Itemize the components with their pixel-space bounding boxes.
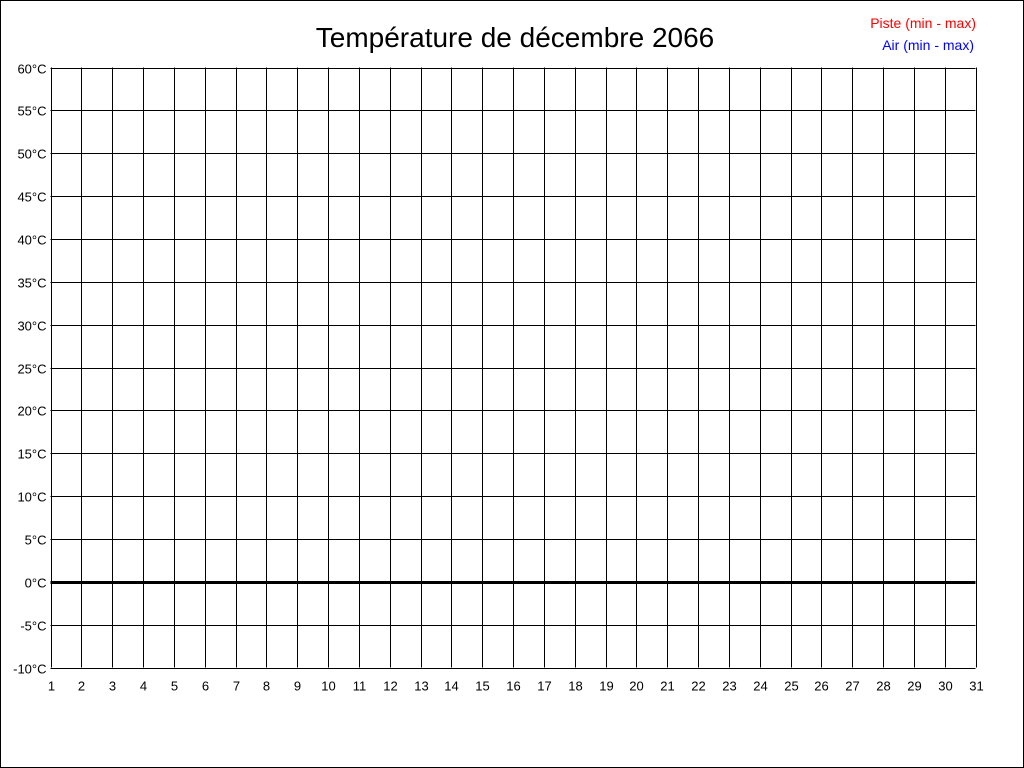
x-tick-label: 21 xyxy=(660,679,674,694)
x-tick-label: 6 xyxy=(202,679,209,694)
x-tick-label: 8 xyxy=(263,679,270,694)
y-tick-label: -5°C xyxy=(20,619,46,634)
x-tick-label: 25 xyxy=(784,679,798,694)
x-tick-label: 18 xyxy=(568,679,582,694)
x-tick-label: 16 xyxy=(506,679,520,694)
y-tick-label: 15°C xyxy=(17,447,46,462)
x-tick-label: 9 xyxy=(294,679,301,694)
x-tick-label: 19 xyxy=(599,679,613,694)
x-tick-label: 31 xyxy=(969,679,983,694)
x-tick-label: 14 xyxy=(444,679,458,694)
y-tick-label: 55°C xyxy=(17,104,46,119)
x-tick-label: 3 xyxy=(109,679,116,694)
y-tick-label: 45°C xyxy=(17,190,46,205)
x-tick-label: 27 xyxy=(845,679,859,694)
y-tick-label: 25°C xyxy=(17,362,46,377)
x-tick-label: 12 xyxy=(383,679,397,694)
x-tick-label: 30 xyxy=(938,679,952,694)
chart-title: Température de décembre 2066 xyxy=(316,22,714,53)
x-tick-label: 5 xyxy=(171,679,178,694)
x-tick-label: 29 xyxy=(907,679,921,694)
x-tick-label: 15 xyxy=(475,679,489,694)
y-tick-label: 50°C xyxy=(17,147,46,162)
x-axis: 1 2 3 4 5 6 7 8 9 10 11 12 13 14 15 16 17 18 19 20 21 22 23 24 2… xyxy=(48,679,984,694)
x-tick-label: 28 xyxy=(876,679,890,694)
x-tick-label: 13 xyxy=(414,679,428,694)
y-tick-label: -10°C xyxy=(13,662,46,677)
grid xyxy=(50,67,977,669)
x-tick-label: 7 xyxy=(233,679,240,694)
x-tick-label: 17 xyxy=(537,679,551,694)
x-tick-label: 11 xyxy=(353,679,367,694)
x-tick-label: 10 xyxy=(321,679,335,694)
y-tick-label: 10°C xyxy=(17,490,46,505)
y-tick-label: 60°C xyxy=(17,62,46,77)
legend-piste: Piste (min - max) xyxy=(870,15,976,31)
x-tick-label: 20 xyxy=(629,679,643,694)
y-tick-label: 5°C xyxy=(25,533,47,548)
x-tick-label: 2 xyxy=(78,679,85,694)
x-tick-label: 26 xyxy=(814,679,828,694)
x-tick-label: 1 xyxy=(48,679,55,694)
y-tick-label: 20°C xyxy=(17,404,46,419)
x-tick-label: 23 xyxy=(722,679,736,694)
x-tick-label: 24 xyxy=(753,679,767,694)
x-tick-label: 4 xyxy=(140,679,147,694)
legend-air: Air (min - max) xyxy=(882,37,974,53)
y-tick-label: 35°C xyxy=(17,276,46,291)
y-tick-label: 30°C xyxy=(17,319,46,334)
y-tick-label: 40°C xyxy=(17,233,46,248)
y-tick-label: 0°C xyxy=(25,576,47,591)
y-axis: 60°C 55°C 50°C 45°C 40°C 35°C 30°C 25°C 20°C 15°C… xyxy=(13,62,46,677)
x-tick-label: 22 xyxy=(691,679,705,694)
